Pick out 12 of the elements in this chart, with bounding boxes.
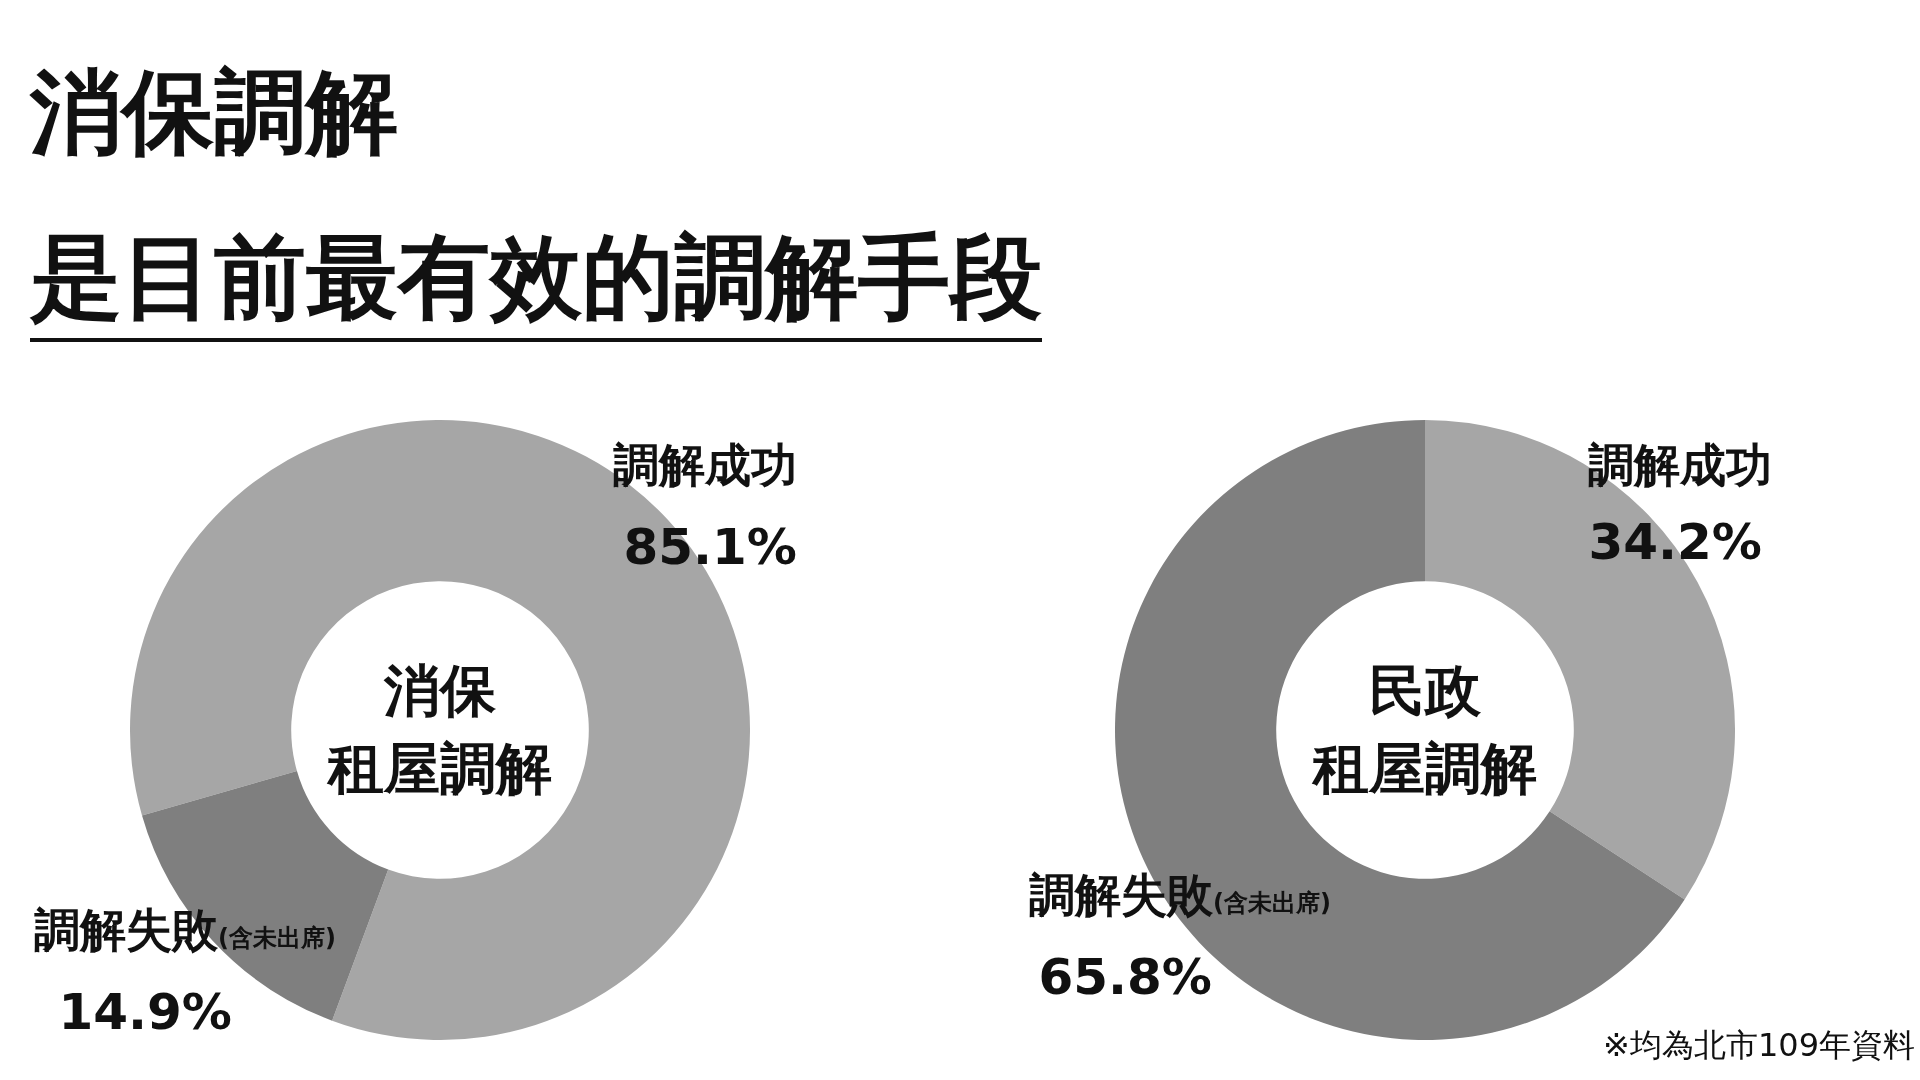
data-label: 34.2%	[1588, 513, 1762, 571]
text: 民政租屋調解	[1313, 657, 1537, 803]
text: 消保租屋調解	[328, 657, 552, 803]
slice-label: 調解失敗(含未出席)	[34, 902, 336, 959]
slice-label: 調解成功	[613, 437, 797, 494]
slice-label: 調解失敗(含未出席)	[1029, 867, 1331, 924]
text: ※均為北市109年資料	[1603, 1025, 1915, 1066]
slice-label: 調解成功	[1588, 437, 1772, 494]
data-label: 85.1%	[623, 518, 797, 576]
chart-title: 消保調解是目前最有效的調解手段	[30, 59, 1042, 333]
data-label: 14.9%	[58, 983, 232, 1041]
data-label: 65.8%	[1038, 948, 1212, 1006]
